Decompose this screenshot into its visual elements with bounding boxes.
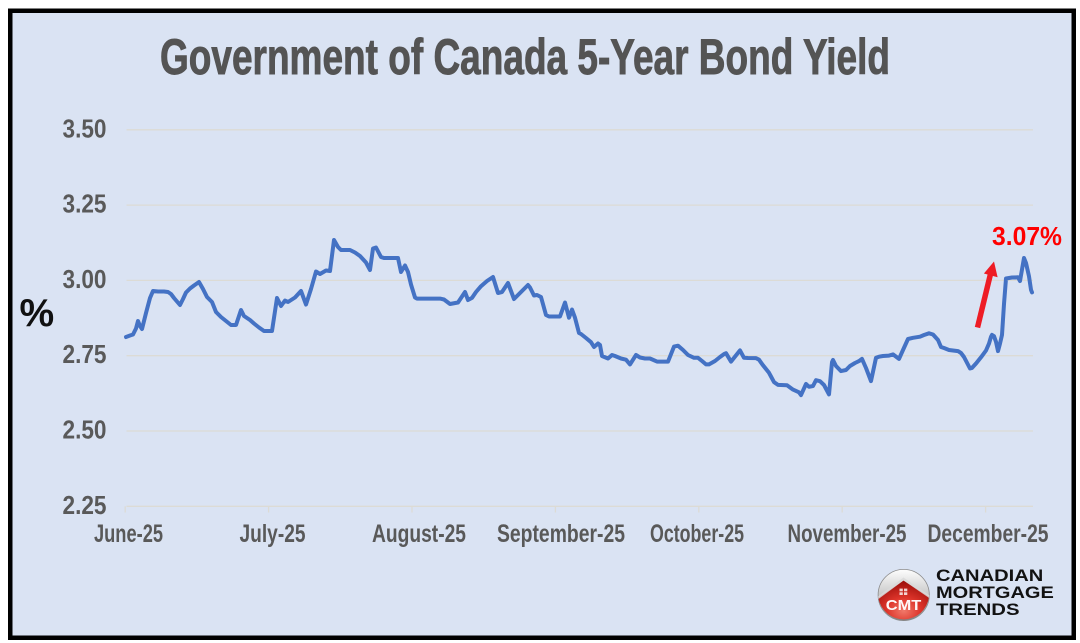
svg-text:CANADIAN: CANADIAN [936,567,1043,585]
svg-text:2.50: 2.50 [63,415,107,445]
svg-text:2.75: 2.75 [63,339,107,369]
svg-text:%: % [20,292,55,335]
svg-text:September-25: September-25 [497,520,625,548]
svg-text:November-25: November-25 [788,520,907,548]
svg-text:July-25: July-25 [240,520,306,548]
svg-text:August-25: August-25 [372,520,466,548]
svg-text:CMT: CMT [886,597,922,614]
svg-text:3.50: 3.50 [63,113,107,143]
svg-text:3.25: 3.25 [63,189,107,219]
svg-text:MORTGAGE: MORTGAGE [936,584,1054,602]
svg-text:December-25: December-25 [928,520,1049,548]
svg-text:June-25: June-25 [94,520,163,548]
svg-text:3.07%: 3.07% [992,223,1062,251]
svg-text:Government of Canada 5-Year Bo: Government of Canada 5-Year Bond Yield [160,29,890,85]
svg-text:October-25: October-25 [650,520,744,548]
svg-text:3.00: 3.00 [63,264,107,294]
svg-text:2.25: 2.25 [63,490,107,520]
svg-text:TRENDS: TRENDS [936,601,1020,619]
